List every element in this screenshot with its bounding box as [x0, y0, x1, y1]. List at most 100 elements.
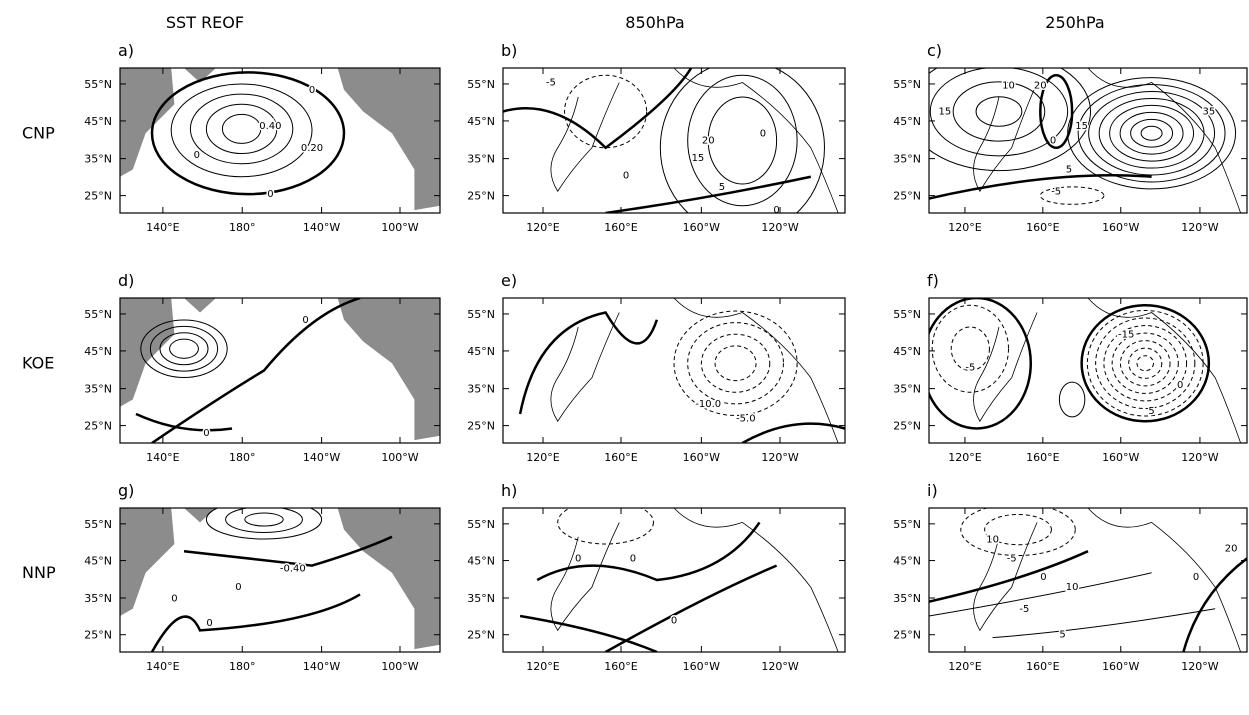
lat-tick-label: 35°N: [893, 592, 921, 605]
lat-tick-label: 55°N: [467, 78, 495, 91]
panel-frame: [929, 298, 1247, 443]
lat-tick-label: 25°N: [467, 629, 495, 642]
lon-tick-label: 120°E: [948, 451, 981, 464]
contour-line: [907, 52, 1090, 170]
contour-line: [152, 72, 344, 194]
row-label: NNP: [22, 563, 56, 582]
contour-label: 0: [671, 615, 677, 626]
contour-line: [660, 61, 824, 235]
lat-tick-label: 55°N: [84, 78, 112, 91]
lon-tick-label: 100°W: [381, 451, 418, 464]
contour-line: [953, 82, 1045, 141]
contour-label: 10: [1002, 80, 1015, 91]
contour-label: -5: [1007, 553, 1017, 564]
lat-tick-label: 35°N: [84, 153, 112, 166]
contour-label: 0: [760, 128, 766, 139]
contour-line: [160, 333, 208, 365]
contour-line: [674, 311, 797, 415]
lon-tick-label: 120°E: [526, 451, 559, 464]
map-content: [520, 298, 845, 443]
lat-tick-label: 55°N: [893, 308, 921, 321]
contour-line: [1110, 105, 1194, 161]
lon-tick-label: 120°E: [526, 221, 559, 234]
land: [184, 298, 216, 313]
contour-label: -5.0: [736, 413, 756, 424]
row-label: KOE: [22, 354, 54, 373]
contour-line: [1131, 119, 1173, 147]
contour-label: -15: [1118, 329, 1134, 340]
lat-tick-label: 55°N: [467, 518, 495, 531]
lat-tick-label: 35°N: [84, 383, 112, 396]
lon-tick-label: 160°E: [604, 451, 637, 464]
contour-label: -5: [1019, 604, 1029, 615]
contour-label: 15: [692, 153, 705, 164]
panel-label: d): [118, 271, 134, 290]
lat-tick-label: 45°N: [893, 115, 921, 128]
lat-tick-label: 25°N: [84, 629, 112, 642]
contour-label: 15: [939, 107, 952, 118]
lon-tick-label: 140°W: [303, 221, 340, 234]
lat-tick-label: 35°N: [893, 153, 921, 166]
contour-line: [170, 339, 199, 358]
lat-tick-label: 25°N: [84, 420, 112, 433]
lon-tick-label: 140°E: [146, 451, 179, 464]
lat-tick-label: 55°N: [893, 78, 921, 91]
contour-label: 5: [719, 182, 725, 193]
contour-line: [551, 83, 619, 192]
contour-line: [606, 566, 777, 652]
contour-line: [1120, 112, 1183, 154]
contour-line: [503, 68, 691, 148]
panel-label: h): [501, 481, 517, 500]
contour-label: -5: [546, 78, 556, 89]
lon-tick-label: 160°E: [1026, 221, 1059, 234]
land: [338, 68, 440, 210]
contour-line: [1078, 85, 1225, 182]
map-content: [120, 68, 440, 210]
column-header: 850hPa: [625, 13, 684, 32]
contour-label: 0: [1040, 572, 1046, 583]
panel-label: i): [927, 481, 938, 500]
contour-label: 0: [575, 553, 581, 564]
contour-label: 10: [986, 535, 999, 546]
contour-label: 0: [235, 582, 241, 593]
lat-tick-label: 45°N: [467, 115, 495, 128]
contour-line: [1040, 187, 1104, 204]
lat-tick-label: 35°N: [467, 153, 495, 166]
lat-tick-label: 45°N: [467, 345, 495, 358]
contour-label: 5: [1148, 406, 1154, 417]
row-label: CNP: [22, 124, 55, 143]
panel-label: e): [501, 271, 517, 290]
lon-tick-label: 180°: [229, 660, 256, 673]
lon-tick-label: 140°E: [146, 221, 179, 234]
contour-line: [171, 84, 312, 177]
contour-line: [1082, 305, 1209, 421]
panel-label: c): [927, 41, 942, 60]
contour-line: [961, 504, 1075, 556]
lon-tick-label: 160°E: [1026, 451, 1059, 464]
panel-label: g): [118, 481, 134, 500]
contour-label: 0: [194, 150, 200, 161]
land: [120, 68, 174, 177]
lon-tick-label: 140°E: [146, 660, 179, 673]
contour-label: 0: [302, 315, 308, 326]
lat-tick-label: 25°N: [893, 420, 921, 433]
contour-line: [701, 334, 769, 392]
lon-tick-label: 160°E: [604, 221, 637, 234]
column-header: SST REOF: [166, 13, 244, 32]
lon-tick-label: 180°: [229, 451, 256, 464]
land: [184, 508, 216, 522]
map-content: [520, 501, 838, 652]
lon-tick-label: 100°W: [381, 660, 418, 673]
contour-label: 0: [203, 428, 209, 439]
lon-tick-label: 160°W: [683, 451, 720, 464]
lat-tick-label: 25°N: [467, 420, 495, 433]
contour-line: [1096, 318, 1195, 408]
lon-tick-label: 100°W: [381, 221, 418, 234]
contour-line: [1104, 326, 1187, 401]
contour-label: 0.40: [259, 121, 281, 132]
lon-tick-label: 120°W: [1181, 451, 1218, 464]
contour-line: [1087, 310, 1203, 416]
land: [338, 508, 440, 649]
panel-label: b): [501, 41, 517, 60]
contour-line: [1120, 341, 1170, 386]
